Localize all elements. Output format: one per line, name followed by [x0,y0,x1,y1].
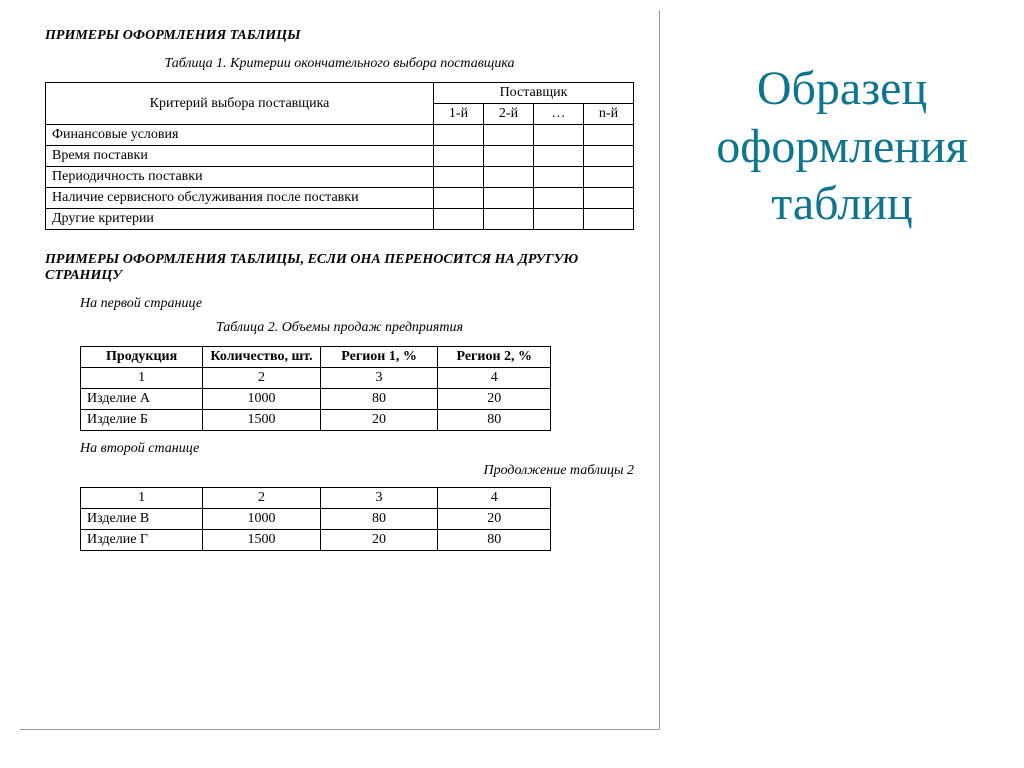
table1-supplier-group: Поставщик [434,83,634,104]
table2-col-region1: Регион 1, % [320,347,438,368]
table2-colnum-row: 1 2 3 4 [81,368,551,389]
table1-row: Финансовые условия [46,125,634,146]
table1-empty-cell [434,125,484,146]
table1-empty-cell [484,146,534,167]
table2-row: Изделие А10008020 [81,389,551,410]
table1-empty-cell [434,209,484,230]
value-cell: 80 [438,530,551,551]
value-cell: 20 [320,530,438,551]
value-cell: 20 [320,410,438,431]
table1-empty-cell [584,125,634,146]
table1-empty-cell [584,146,634,167]
colnum-1: 1 [81,368,203,389]
slide-title: Образецоформлениятаблиц [716,60,967,233]
colnum-2b: 2 [203,488,321,509]
colnum-4b: 4 [438,488,551,509]
colnum-3: 3 [320,368,438,389]
product-name-cell: Изделие Б [81,410,203,431]
table1-empty-cell [534,167,584,188]
table1-empty-cell [534,188,584,209]
table1-empty-cell [434,188,484,209]
colnum-4: 4 [438,368,551,389]
slide-title-line: оформления [716,120,967,173]
table1-row: Время поставки [46,146,634,167]
table1-col-1: 1-й [434,104,484,125]
table2-col-product: Продукция [81,347,203,368]
table2-col-qty: Количество, шт. [203,347,321,368]
table2-col-region2: Регион 2, % [438,347,551,368]
table1-row-label: Время поставки [46,146,434,167]
page2-note: На второй станице [80,441,634,457]
table1-row: Наличие сервисного обслуживания после по… [46,188,634,209]
table1-caption: Таблица 1. Критерии окончательного выбор… [45,56,634,72]
table2-header-row: Продукция Количество, шт. Регион 1, % Ре… [81,347,551,368]
table2-row: Изделие В10008020 [81,509,551,530]
product-name-cell: Изделие В [81,509,203,530]
value-cell: 80 [320,389,438,410]
value-cell: 20 [438,509,551,530]
table2-part2-colnum-row: 1 2 3 4 [81,488,551,509]
table1: Критерий выбора поставщика Поставщик 1-й… [45,82,634,230]
table1-row-label: Другие критерии [46,209,434,230]
table2-continuation-caption: Продолжение таблицы 2 [45,463,634,479]
table1-row: Периодичность поставки [46,167,634,188]
section1-heading: ПРИМЕРЫ ОФОРМЛЕНИЯ ТАБЛИЦЫ [45,28,634,44]
value-cell: 80 [320,509,438,530]
table1-col-2: 2-й [484,104,534,125]
page1-note: На первой странице [80,296,634,312]
table1-row-label: Периодичность поставки [46,167,434,188]
product-name-cell: Изделие А [81,389,203,410]
table1-row: Другие критерии [46,209,634,230]
table1-row-label: Финансовые условия [46,125,434,146]
colnum-1b: 1 [81,488,203,509]
table1-empty-cell [584,209,634,230]
table1-criterion-header: Критерий выбора поставщика [46,83,434,125]
colnum-2: 2 [203,368,321,389]
slide-title-line: таблиц [771,177,912,230]
table2-part1: Продукция Количество, шт. Регион 1, % Ре… [80,346,551,431]
table2-row: Изделие Б15002080 [81,410,551,431]
table1-empty-cell [484,125,534,146]
table1-empty-cell [434,146,484,167]
table1-empty-cell [534,209,584,230]
table1-empty-cell [584,167,634,188]
table1-empty-cell [484,167,534,188]
table1-col-n: n-й [584,104,634,125]
value-cell: 1000 [203,509,321,530]
colnum-3b: 3 [320,488,438,509]
slide-title-wrap: Образецоформлениятаблиц [660,0,1024,233]
value-cell: 80 [438,410,551,431]
table1-row-label: Наличие сервисного обслуживания после по… [46,188,434,209]
value-cell: 1500 [203,410,321,431]
table1-empty-cell [584,188,634,209]
table2-part2: 1 2 3 4 Изделие В10008020Изделие Г150020… [80,487,551,551]
value-cell: 20 [438,389,551,410]
value-cell: 1000 [203,389,321,410]
slide-title-line: Образец [757,62,927,115]
table1-col-ellipsis: … [534,104,584,125]
product-name-cell: Изделие Г [81,530,203,551]
table1-empty-cell [484,188,534,209]
table1-empty-cell [484,209,534,230]
table1-empty-cell [534,146,584,167]
table1-empty-cell [434,167,484,188]
table2-row: Изделие Г15002080 [81,530,551,551]
section2-heading: ПРИМЕРЫ ОФОРМЛЕНИЯ ТАБЛИЦЫ, ЕСЛИ ОНА ПЕР… [45,252,634,284]
value-cell: 1500 [203,530,321,551]
table1-empty-cell [534,125,584,146]
table2-caption: Таблица 2. Объемы продаж предприятия [45,320,634,336]
document-page: ПРИМЕРЫ ОФОРМЛЕНИЯ ТАБЛИЦЫ Таблица 1. Кр… [20,10,660,730]
